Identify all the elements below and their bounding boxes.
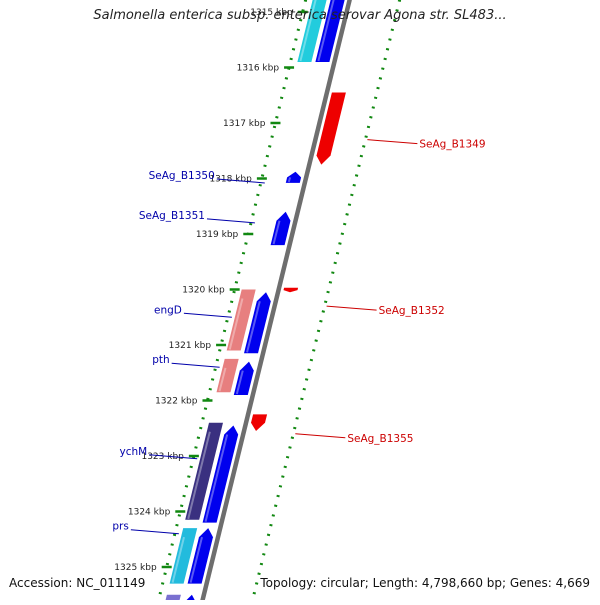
- tick-label-3: 1318 kbp: [209, 175, 252, 185]
- gene-leader-7: [149, 454, 198, 460]
- feature-arrow-5: [283, 287, 299, 293]
- gene-leader-8: [130, 529, 179, 535]
- feature-arrow-16: [164, 594, 181, 605]
- gene-leader-0: [367, 139, 418, 145]
- feature-arrow-6: [244, 292, 271, 354]
- genome-summary: Topology: circular; Length: 4,798,660 bp…: [260, 576, 590, 590]
- gene-label-1: SeAg_B1350: [149, 170, 215, 182]
- feature-highlight-0: [317, 0, 335, 62]
- feature-arrow-7: [226, 289, 256, 351]
- feature-arrow-12: [185, 422, 223, 520]
- gene-leader-5: [171, 362, 220, 368]
- feature-highlight-3: [287, 177, 292, 183]
- feature-arrow-14: [169, 528, 198, 584]
- gene-label-7: ychM: [119, 446, 147, 458]
- gene-label-8: prs: [112, 521, 128, 533]
- feature-arrow-2: [316, 92, 346, 165]
- feature-highlight-1: [299, 0, 317, 62]
- gene-leader-3: [326, 305, 377, 311]
- tick-label-9: 1324 kbp: [128, 508, 171, 518]
- tick-label-2: 1317 kbp: [223, 119, 266, 129]
- feature-highlight-9: [218, 367, 227, 392]
- accession-label: Accession: NC_011149: [9, 576, 146, 590]
- gene-leader-4: [183, 312, 232, 318]
- right-dotted-track: [249, 0, 402, 605]
- gene-label-3: SeAg_B1352: [379, 305, 445, 317]
- feature-highlight-12: [187, 431, 211, 520]
- feature-arrow-13: [187, 528, 213, 584]
- map-title: Salmonella enterica subsp. enterica sero…: [93, 8, 507, 23]
- gene-label-6: SeAg_B1355: [347, 433, 413, 445]
- tick-label-0: 1315 kbp: [250, 8, 293, 18]
- gene-leader-2: [206, 218, 256, 224]
- tick-label-6: 1321 kbp: [169, 341, 212, 351]
- feature-highlight-6: [246, 301, 261, 353]
- gene-label-4: engD: [154, 304, 182, 316]
- tick-label-10: 1325 kbp: [114, 563, 157, 573]
- feature-highlight-8: [235, 370, 244, 395]
- feature-arrow-4: [270, 211, 291, 246]
- feature-arrow-8: [233, 361, 254, 395]
- gene-label-5: pth: [152, 354, 169, 366]
- feature-arrow-1: [297, 0, 327, 62]
- feature-highlight-13: [189, 536, 203, 583]
- tick-label-5: 1320 kbp: [182, 286, 225, 296]
- gene-leader-6: [295, 433, 346, 439]
- feature-highlight-14: [171, 536, 185, 583]
- feature-highlight-4: [272, 220, 281, 245]
- backbone-line: [199, 0, 352, 605]
- feature-highlight-11: [204, 434, 229, 522]
- feature-arrow-0: [315, 0, 345, 62]
- tick-label-1: 1316 kbp: [237, 64, 280, 74]
- tick-label-4: 1319 kbp: [196, 230, 239, 240]
- gene-label-2: SeAg_B1351: [139, 210, 205, 222]
- gene-leader-1: [216, 178, 265, 184]
- feature-arrow-3: [285, 171, 302, 183]
- tick-label-8: 1323 kbp: [141, 452, 184, 462]
- tick-label-7: 1322 kbp: [155, 397, 198, 407]
- feature-highlight-7: [228, 298, 244, 350]
- left-dotted-track: [155, 0, 308, 605]
- feature-arrow-10: [251, 414, 268, 431]
- gene-label-0: SeAg_B1349: [419, 139, 485, 151]
- feature-arrow-15: [182, 594, 197, 605]
- feature-arrow-9: [216, 358, 239, 393]
- feature-arrow-11: [202, 425, 239, 523]
